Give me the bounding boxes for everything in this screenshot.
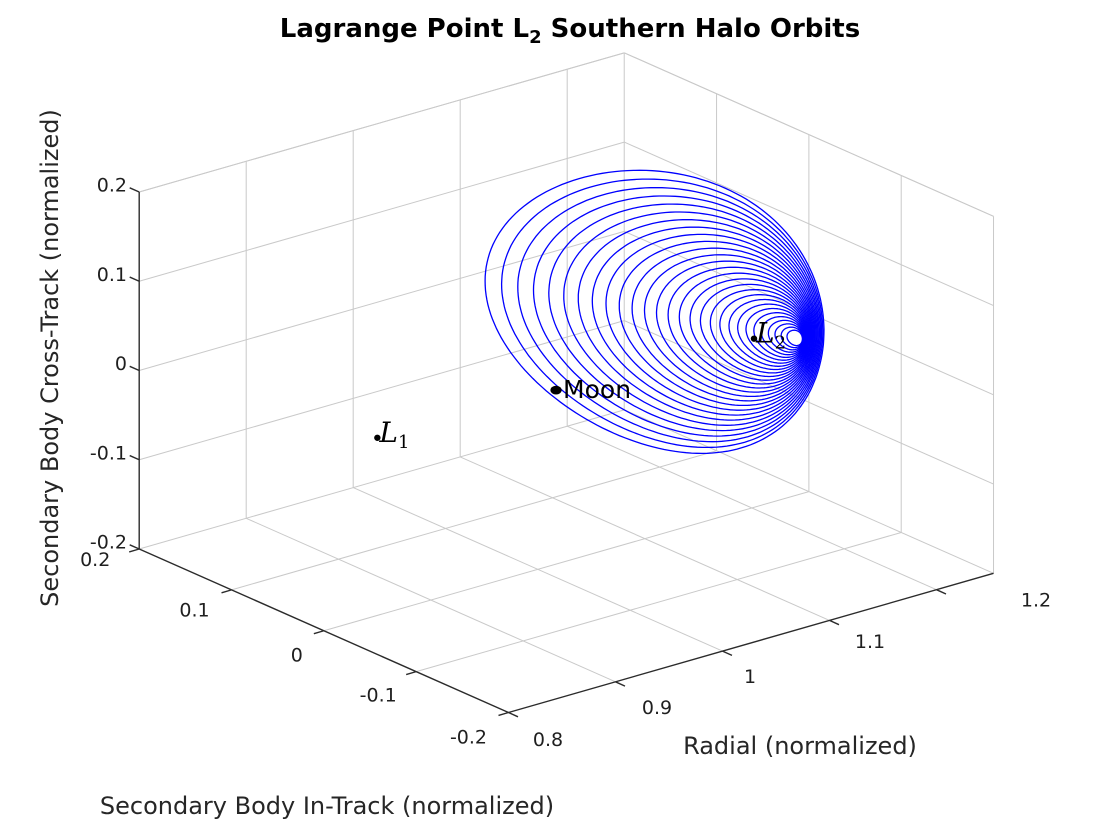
halo-orbit-path (767, 319, 805, 353)
halo-orbit-path (548, 203, 821, 432)
tick-marks (129, 187, 947, 718)
halo-orbit-path (745, 307, 806, 361)
plot-title-pre: Lagrange Point L (279, 14, 530, 44)
plot-title-post: Southern Halo Orbits (541, 14, 861, 44)
halo-orbit-path (678, 272, 811, 385)
halo-orbit-path (500, 178, 824, 449)
tick-label: -0.1 (360, 685, 397, 707)
tick-label: 0 (115, 353, 127, 375)
halo-orbit-path (786, 329, 804, 347)
l2-label: L2 (755, 317, 786, 354)
halo-orbit-path (719, 294, 808, 371)
tick-label: 1.2 (1021, 590, 1051, 612)
moon-marker-dot (550, 385, 562, 395)
tick-label: 0 (291, 644, 303, 666)
halo-orbit-path (780, 326, 804, 349)
tick-label: 0.1 (179, 599, 209, 621)
plot-title: Lagrange Point L2 Southern Halo Orbits (279, 14, 861, 47)
halo-orbit-path (709, 289, 809, 374)
tick-label: 0.9 (642, 697, 672, 719)
tick-label: 0.8 (533, 729, 563, 751)
halo-orbit-path (760, 315, 805, 356)
tick-label: 1 (744, 666, 756, 688)
tick-label: 1.1 (855, 631, 885, 653)
y-axis-label-in-track: Secondary Body In-Track (normalized) (99, 792, 555, 820)
moon-label: Moon (563, 375, 631, 404)
halo-orbit-path (563, 211, 819, 426)
halo-orbit-path (618, 240, 816, 407)
x-axis-label-radial: Radial (normalized) (683, 732, 917, 760)
halo-orbit-path (667, 266, 812, 389)
tick-label: -0.1 (90, 442, 127, 464)
halo-orbit-path (605, 233, 816, 411)
l2-marker-dot (750, 335, 758, 342)
tick-label: -0.2 (450, 727, 487, 749)
halo-orbit-path (643, 254, 814, 398)
halo-orbit-path (699, 283, 810, 378)
tick-label: 0.1 (97, 264, 127, 286)
halo-orbit-path (737, 303, 807, 364)
halo-orbit-path (631, 247, 815, 402)
halo-orbit-path (532, 195, 822, 437)
halo-orbit-path (689, 278, 810, 381)
l1-marker-dot (374, 434, 381, 441)
z-axis-label-cross-track: Secondary Body Cross-Track (normalized) (36, 109, 64, 607)
tick-label: 0.2 (97, 175, 127, 197)
tick-label: 0.2 (80, 549, 110, 571)
halo-orbit-path (517, 186, 823, 443)
halo-orbit-family (484, 169, 825, 455)
halo-orbit-path (655, 260, 813, 393)
halo-orbit-path (728, 298, 808, 367)
tick-label: -0.2 (90, 532, 127, 554)
halo-orbit-path (484, 169, 825, 455)
halo-orbit-path (591, 226, 817, 416)
halo-orbit-path (577, 219, 818, 421)
grid-lines (139, 52, 995, 683)
l1-label: L1 (378, 416, 409, 453)
tick-labels: 0.80.911.11.2-0.2-0.100.10.2-0.2-0.100.1… (80, 175, 1051, 752)
plot-title-subscript: 2 (529, 27, 542, 49)
halo-orbit-path (774, 323, 804, 351)
